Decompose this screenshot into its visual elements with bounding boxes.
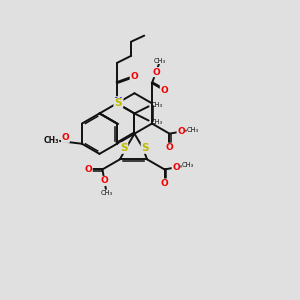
Text: O: O	[152, 68, 160, 76]
Text: CH₃: CH₃	[151, 102, 163, 108]
Text: O: O	[100, 176, 108, 185]
Text: N: N	[114, 97, 123, 107]
Text: CH₃: CH₃	[154, 58, 166, 64]
Text: CH₃: CH₃	[100, 190, 112, 196]
Text: CH₃: CH₃	[151, 119, 163, 125]
Text: O: O	[61, 134, 69, 142]
Text: CH₃: CH₃	[187, 127, 199, 133]
Text: O: O	[166, 143, 173, 152]
Text: S: S	[120, 143, 128, 153]
Text: O: O	[160, 179, 168, 188]
Text: O: O	[84, 165, 92, 174]
Text: O: O	[177, 127, 185, 136]
Text: S: S	[141, 143, 149, 153]
Text: O: O	[160, 86, 168, 95]
Text: O: O	[172, 163, 180, 172]
Text: CH₃: CH₃	[43, 136, 59, 145]
Text: S: S	[115, 98, 122, 108]
Text: O: O	[130, 72, 138, 81]
Text: CH₃: CH₃	[182, 162, 194, 168]
